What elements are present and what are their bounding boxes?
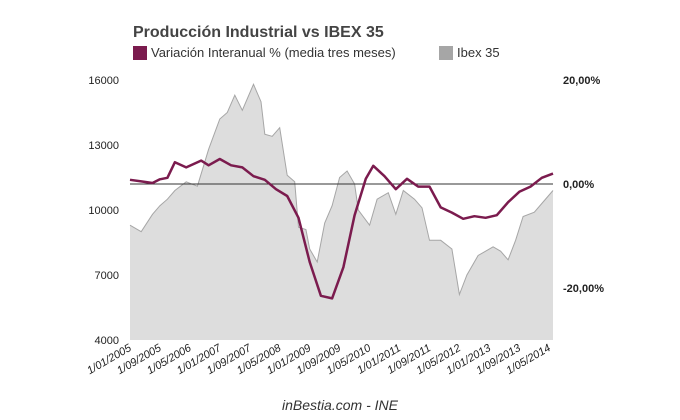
y-left-tick-label: 10000 [88,205,119,217]
plot-area [129,83,554,340]
legend: Variación Interanual % (media tres meses… [133,45,500,60]
legend-label-production: Variación Interanual % (media tres meses… [151,45,396,60]
y-left-tick-label: 7000 [95,270,119,282]
x-axis: 1/01/20051/09/20051/05/20061/01/20071/09… [85,342,553,377]
y-axis-right: 20,00% 0,00% -20,00% [563,75,604,295]
chart-title: Producción Industrial vs IBEX 35 [133,24,384,41]
series-ibex-area [130,84,553,340]
legend-swatch-ibex [439,46,453,60]
y-right-tick-label: 20,00% [563,75,601,87]
y-right-tick-label: -20,00% [563,283,604,295]
y-left-tick-label: 4000 [95,335,119,347]
y-axis-left: 16000 13000 10000 7000 4000 [88,75,119,347]
source-label: inBestia.com - INE [282,397,399,413]
legend-label-ibex: Ibex 35 [457,45,500,60]
series-ibex-line [129,83,554,297]
series-production-line [129,157,554,300]
y-right-tick-label: 0,00% [563,179,594,191]
y-left-tick-label: 13000 [88,140,119,152]
y-left-tick-label: 16000 [88,75,119,87]
legend-swatch-production [133,46,147,60]
